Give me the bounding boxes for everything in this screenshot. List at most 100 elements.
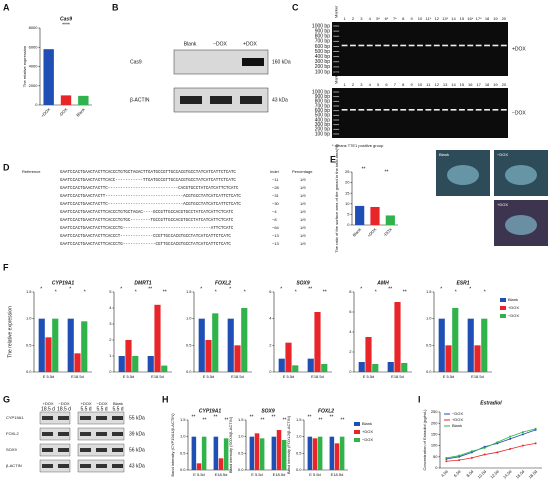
point [458, 454, 461, 457]
y-tick-label: 0.0 [238, 467, 244, 472]
point [534, 427, 537, 430]
y-tick-label: 0.0 [426, 369, 432, 374]
lane-label: −DOX [213, 41, 227, 47]
percentage: 1/9 [300, 233, 306, 238]
y-tick-label: 5 [347, 211, 350, 216]
size-label: 39 kDa [129, 431, 145, 437]
sequence: GAATCCACTGAACTACTTCACCCT-------------CCG… [60, 235, 231, 239]
bar [125, 340, 132, 372]
bar [334, 443, 340, 470]
y-tick-label: 1.5 [238, 417, 244, 422]
bar [285, 342, 292, 372]
ladder-band [333, 25, 340, 27]
ladder-band [333, 61, 340, 63]
bar [218, 458, 224, 470]
bar [394, 302, 401, 372]
lane-label: +DOX [80, 401, 91, 406]
bar [474, 345, 481, 372]
ladder-label: 800 bp [315, 99, 331, 105]
y-tick-label: 5 [109, 289, 112, 294]
band [58, 464, 69, 468]
y-tick-label: 0.0 [186, 369, 192, 374]
point [496, 441, 499, 444]
point [509, 437, 512, 440]
sequence: GAATCCACTGAACTACTTC---------------------… [60, 203, 241, 207]
bar [401, 363, 408, 372]
bar [147, 356, 154, 372]
lane-label: 17* [476, 16, 482, 21]
significance: ** [283, 417, 287, 423]
lane-label: Marker [333, 71, 338, 84]
blot [39, 459, 71, 473]
point [470, 456, 473, 459]
band [417, 109, 423, 111]
significance: ** [272, 414, 276, 420]
ladder-label: 1000 bp [312, 23, 330, 29]
ladder-band [333, 119, 340, 121]
y-tick-label: 200 [431, 420, 438, 425]
lane-label: 13* [442, 16, 448, 21]
panel-letter: C [292, 2, 299, 12]
band [96, 432, 107, 436]
ladder-band [333, 66, 340, 68]
band [408, 109, 415, 111]
chart-title: DMRT1 [134, 280, 151, 286]
ladder-label: 500 bp [315, 49, 331, 55]
percentage: 1/9 [300, 209, 306, 214]
ladder-label: 100 bp [315, 69, 331, 75]
lane-label: 9 [411, 16, 414, 21]
row-label: Reference [22, 169, 41, 174]
ladder-band [333, 110, 340, 112]
point [483, 446, 486, 449]
y-tick-label: 1 [109, 353, 112, 358]
point [509, 447, 512, 450]
band [492, 44, 499, 47]
bar [205, 340, 212, 372]
y-axis-label: The relative expression [22, 46, 27, 87]
lane-label: 8 [402, 82, 405, 87]
sequence: GAATCCACTGAACTACTTC---------------------… [60, 187, 239, 191]
sequence: GAATCCACTGAACTACTTCACCCTGTGCTAGAC----GCC… [60, 211, 234, 215]
sequence: GAATCCACTGAACTACTTCACCCTG---------------… [60, 227, 234, 231]
band [500, 109, 507, 111]
bar [67, 318, 74, 372]
size-label: 43 kDa [129, 463, 145, 469]
x-tick-label: 18.5d [527, 469, 538, 480]
ladder-band [333, 35, 340, 37]
ladder-band [333, 105, 340, 107]
band [96, 416, 107, 420]
y-tick-label: 6 [269, 289, 272, 294]
lane-label: 19 [493, 16, 498, 21]
band [475, 44, 482, 47]
row-label: Cas9 [130, 59, 142, 65]
size-label: 160 kDa [272, 59, 291, 65]
bar [312, 438, 318, 470]
band [400, 44, 407, 47]
bar [467, 318, 474, 372]
legend-swatch [500, 314, 506, 318]
significance: ** [308, 286, 312, 292]
band [112, 416, 123, 420]
lane-label: 18 [485, 16, 490, 21]
ladder-band [333, 71, 340, 73]
lane-label: −DOX [96, 401, 107, 406]
lane-label: 12 [435, 82, 440, 87]
image-label: −DOX [497, 152, 508, 157]
band [350, 44, 356, 47]
y-tick-label: 10 [345, 201, 350, 206]
percentage: 1/9 [300, 185, 306, 190]
y-tick-label: 20 [345, 180, 350, 185]
lane-label: +DOX [42, 401, 53, 406]
lane-label: −DOX [58, 401, 69, 406]
bar [227, 318, 234, 372]
percentage: 1/9 [300, 241, 306, 246]
bar [365, 337, 372, 372]
y-axis-label: Band intensity (SOX9/β-ACTIN) [228, 416, 233, 473]
x-tick-label: E 5.5d [203, 374, 215, 379]
band [366, 44, 373, 47]
band [58, 416, 69, 420]
y-tick-label: 4 [269, 316, 272, 321]
x-tick-label: -DOX [58, 107, 69, 118]
point [509, 435, 512, 438]
ladder-band [333, 96, 340, 98]
